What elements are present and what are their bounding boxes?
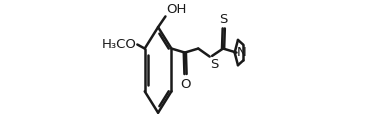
Text: OH: OH — [166, 3, 187, 16]
Text: N: N — [237, 46, 247, 59]
Text: H₃CO: H₃CO — [102, 38, 137, 51]
Text: S: S — [220, 13, 228, 26]
Text: O: O — [180, 78, 191, 91]
Text: S: S — [211, 58, 219, 71]
